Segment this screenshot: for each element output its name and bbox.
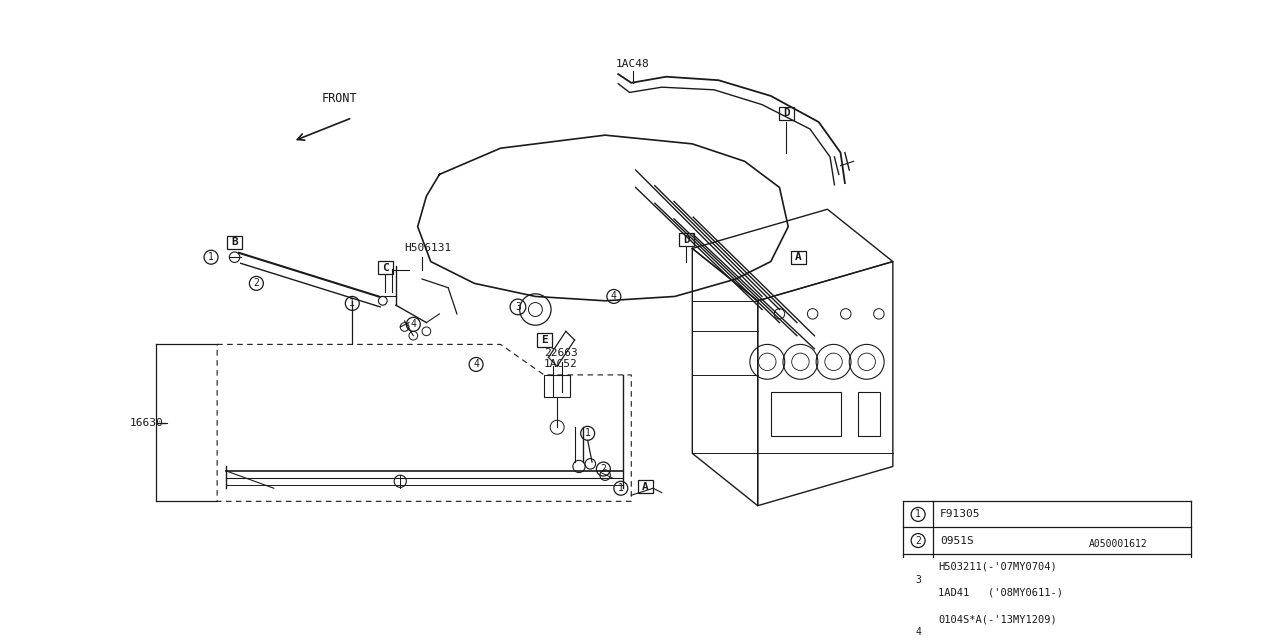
Text: 1AD41   ('08MY0611-): 1AD41 ('08MY0611-) <box>938 588 1064 598</box>
Text: 4: 4 <box>411 319 416 330</box>
Text: A: A <box>641 481 649 492</box>
Bar <box>544 375 571 397</box>
Text: A: A <box>795 252 803 262</box>
Text: 4: 4 <box>915 627 922 637</box>
Text: 3: 3 <box>515 302 521 312</box>
Text: 4: 4 <box>474 360 479 369</box>
Text: B: B <box>232 237 238 248</box>
Bar <box>858 392 879 436</box>
Text: 2: 2 <box>253 278 260 289</box>
Bar <box>378 261 393 274</box>
Text: 2: 2 <box>915 536 922 545</box>
Text: 1AC52: 1AC52 <box>544 360 577 369</box>
Text: 1: 1 <box>209 252 214 262</box>
Text: 1: 1 <box>349 298 356 308</box>
Text: A050001612: A050001612 <box>1089 539 1148 549</box>
Text: FRONT: FRONT <box>321 92 357 105</box>
Bar <box>780 107 794 120</box>
Text: C: C <box>381 262 389 273</box>
Text: 3: 3 <box>915 575 922 585</box>
Text: H506131: H506131 <box>404 243 452 253</box>
Text: 1AC48: 1AC48 <box>616 59 650 68</box>
Text: F91305: F91305 <box>940 509 980 520</box>
Text: E: E <box>540 335 548 345</box>
Text: D: D <box>682 235 690 244</box>
Text: 16630: 16630 <box>131 418 164 428</box>
Bar <box>678 233 694 246</box>
Text: 1: 1 <box>915 509 922 520</box>
Text: D: D <box>783 108 790 118</box>
Bar <box>771 392 841 436</box>
Bar <box>227 236 242 249</box>
Text: 22663: 22663 <box>544 348 577 358</box>
Bar <box>637 480 653 493</box>
Text: 0104S*A(-'13MY1209): 0104S*A(-'13MY1209) <box>938 614 1057 624</box>
Bar <box>536 333 552 347</box>
Text: H503211(-'07MY0704): H503211(-'07MY0704) <box>938 562 1057 572</box>
Text: 4: 4 <box>611 291 617 301</box>
Text: 1: 1 <box>618 483 623 493</box>
Text: 1: 1 <box>585 428 590 438</box>
Text: 2: 2 <box>600 464 607 474</box>
Bar <box>791 251 806 264</box>
Text: 0951S: 0951S <box>940 536 974 545</box>
